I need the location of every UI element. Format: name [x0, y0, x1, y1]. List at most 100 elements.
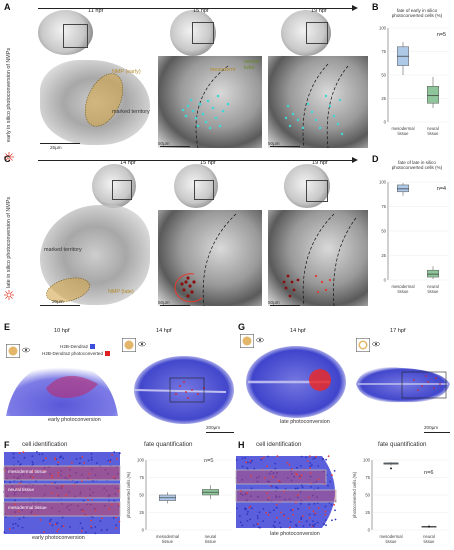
panel-letter-c: C	[4, 154, 11, 164]
cell-dot	[68, 491, 70, 493]
cell-dot	[271, 475, 274, 478]
cell-dot	[247, 510, 249, 513]
cell-dot	[30, 511, 32, 514]
cell-dot	[301, 515, 304, 517]
cell-dot	[258, 476, 260, 478]
cell-dot	[296, 466, 298, 469]
cell-dot	[276, 471, 278, 474]
cell-dot	[315, 480, 318, 483]
cell-dot	[241, 494, 244, 497]
cell-dot	[4, 516, 7, 518]
panel-b-box-1	[427, 86, 439, 104]
panel-a-scale-3: 50µm	[268, 141, 280, 146]
cell-dot	[56, 522, 59, 524]
cell-dot	[103, 504, 106, 507]
cell-dot	[271, 485, 273, 488]
panel-c-scale-1: 25µm	[52, 299, 64, 304]
cell-dot	[61, 516, 64, 519]
cell-dot	[244, 493, 247, 496]
cell-dot	[235, 459, 238, 461]
panel-a-zoom-box-3	[306, 22, 328, 44]
panel-d-category-1-1: tissue	[428, 289, 440, 294]
panel-e-embryo-icon-1	[6, 344, 20, 358]
cell-dot	[50, 506, 53, 509]
panel-f-ytick-4: 100	[137, 458, 145, 463]
panel-h-n: n=6	[424, 470, 434, 476]
cell-dot	[331, 519, 333, 522]
cell-dot	[55, 487, 58, 489]
cell-dot	[296, 494, 299, 496]
cell-dot	[30, 510, 33, 513]
cell-dot	[300, 465, 302, 467]
panel-a-nmp-region	[84, 73, 124, 127]
cell-dot	[288, 463, 291, 466]
panel-h-title: cell identification	[256, 441, 302, 448]
panel-b-ytick-0: 0	[384, 120, 387, 125]
cell-dot	[249, 461, 252, 464]
panel-f-quant-title: fate quantification	[144, 441, 193, 448]
cell-dot	[241, 465, 244, 468]
panel-a-scalebar-1	[40, 143, 80, 144]
cell-dot	[295, 525, 298, 528]
cell-dot	[312, 524, 314, 527]
panel-c-embryo-19	[284, 164, 330, 208]
cell-dot	[23, 491, 25, 493]
panel-b-category-0-1: tissue	[398, 131, 410, 136]
cell-dot	[266, 465, 268, 468]
cell-dot	[311, 464, 313, 467]
cell-dot	[35, 480, 37, 482]
cell-dot	[312, 494, 314, 497]
cell-dot	[114, 487, 117, 490]
cell-dot	[314, 523, 316, 526]
cell-dot	[296, 496, 299, 499]
cell-dot	[17, 487, 19, 490]
cell-dot	[90, 519, 92, 522]
cell-dot	[299, 475, 301, 478]
cell-dot	[105, 489, 108, 492]
cell-dot	[43, 531, 46, 533]
panel-f-ytick-3: 75	[139, 475, 144, 480]
cell-dot	[275, 490, 277, 492]
cell-dot	[71, 461, 73, 464]
cell-dot	[115, 516, 117, 519]
cell-dot	[11, 485, 13, 488]
panel-h-category-0-1: tissue	[386, 539, 398, 544]
cell-dot	[22, 516, 25, 519]
cell-dot	[316, 521, 319, 524]
cell-dot	[19, 482, 22, 484]
cell-dot	[87, 459, 90, 462]
panel-b-chart: 0255075100mesodermaltissueneuraltissuen=…	[379, 26, 448, 136]
panel-c-marked-label: marked territory	[44, 247, 82, 253]
panel-c-time-1: 14 hpf	[120, 160, 136, 166]
cell-dot	[115, 457, 118, 460]
cell-dot	[75, 472, 78, 474]
cell-dot	[324, 505, 327, 508]
panel-g-eye-icon-1	[256, 337, 264, 343]
panel-f-category-1-0: neural	[205, 534, 217, 539]
cell-dot	[86, 503, 89, 506]
panel-g-embryo-image-1	[246, 346, 346, 418]
panel-c-timeline-arrow-icon	[352, 157, 358, 163]
cell-dot	[314, 512, 317, 515]
cell-dot	[293, 475, 295, 478]
cell-dot	[300, 474, 303, 477]
panel-d-ytick-3: 75	[381, 204, 386, 209]
panel-f-category-0-0: mesodermal	[156, 534, 179, 539]
panel-h-ytick-4: 100	[363, 458, 371, 463]
panel-e-caption: early photoconversion	[48, 417, 101, 423]
cell-dot	[56, 493, 59, 496]
cell-dot	[295, 502, 297, 504]
cell-dot	[13, 476, 16, 478]
panel-a-marked-label: marked territory	[112, 109, 150, 115]
cell-dot	[324, 510, 327, 513]
cell-dot	[79, 457, 82, 460]
cell-dot	[290, 479, 293, 482]
cell-dot	[42, 459, 45, 462]
panel-c-zoom-box-3	[306, 180, 328, 202]
cell-dot	[91, 498, 93, 501]
panel-c-red-cells-2	[174, 213, 237, 307]
panel-d-ytick-1: 25	[381, 253, 386, 258]
panel-e-time-2: 14 hpf	[156, 328, 172, 334]
cell-dot	[118, 452, 121, 455]
cell-dot	[300, 502, 302, 505]
